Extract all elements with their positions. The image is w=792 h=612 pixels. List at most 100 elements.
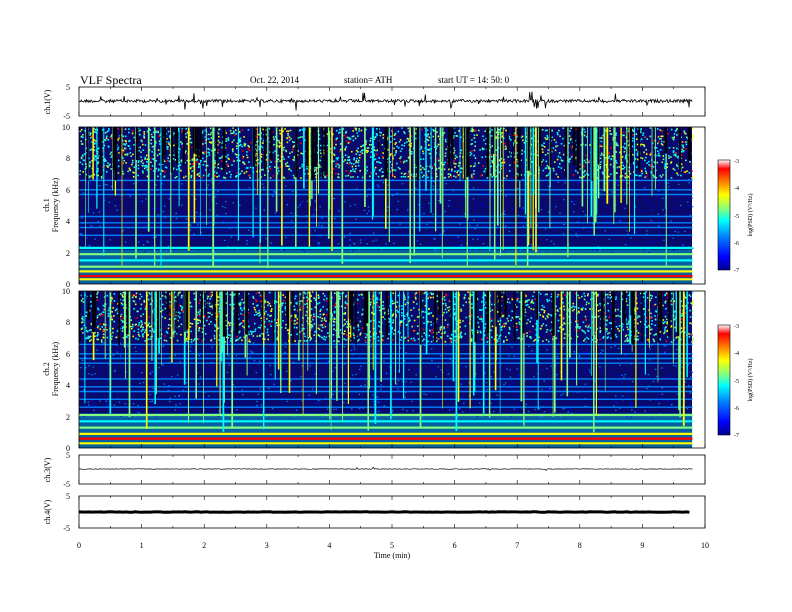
spectrogram-speckle <box>284 346 287 348</box>
spectrogram-cell <box>682 141 685 143</box>
spectrogram-cell <box>122 135 124 138</box>
spectrogram-cell <box>570 147 573 149</box>
spectrogram-cell <box>98 147 100 149</box>
spectrogram-speckle <box>235 405 237 407</box>
spectrogram-speckle <box>350 250 352 252</box>
spectrogram-speckle <box>346 360 348 362</box>
spectrogram-cell <box>423 292 426 295</box>
spectrogram-speckle <box>336 223 338 225</box>
spectrogram-cell <box>407 127 409 130</box>
spectrogram-speckle <box>425 393 428 396</box>
spectrogram-speckle <box>88 245 91 247</box>
spectrogram-cell <box>126 153 128 155</box>
spectrogram-cell <box>80 140 83 143</box>
spectrogram-speckle <box>228 341 230 343</box>
spectrogram-speckle <box>562 408 564 410</box>
spectrogram-speckle <box>615 182 618 184</box>
spectrogram-cell <box>95 140 97 142</box>
spectrogram-speckle <box>391 411 393 413</box>
spectrogram-cell <box>123 159 125 162</box>
spectrogram-cell <box>449 151 452 153</box>
spectrogram-cell <box>375 149 377 152</box>
spectrogram-cell <box>692 134 694 136</box>
spectrogram-speckle <box>495 181 498 183</box>
spectrogram-speckle <box>255 372 258 374</box>
spectrogram-cell <box>262 128 264 131</box>
spectrogram-speckle <box>167 409 169 411</box>
spectrogram-cell <box>80 128 83 131</box>
spectrogram-speckle <box>688 182 690 184</box>
spectrogram-cell <box>627 175 630 178</box>
spectrogram-cell <box>582 321 585 324</box>
spectrogram-cell <box>122 170 124 173</box>
spectrogram-cell <box>250 333 253 335</box>
spectrogram-speckle <box>274 212 277 214</box>
spectrogram-speckle <box>246 240 248 242</box>
spectrogram-speckle <box>373 187 375 189</box>
spectrogram-cell <box>319 159 321 162</box>
spectrogram-speckle <box>301 202 304 204</box>
spectrogram-cell <box>213 171 216 173</box>
spectrogram-speckle <box>270 379 272 381</box>
spectrogram-cell <box>110 135 113 137</box>
spectrogram-cell <box>229 129 232 132</box>
spectrogram-speckle <box>589 413 592 415</box>
spectrogram-cell <box>455 163 457 165</box>
spectrogram-cell <box>382 175 384 177</box>
spectrogram-speckle <box>380 224 383 226</box>
spectrogram-cell <box>90 322 92 325</box>
spectrogram-speckle <box>104 183 107 186</box>
spectrogram-speckle <box>631 217 634 219</box>
spectrogram-speckle <box>308 394 311 396</box>
spectrogram-speckle <box>366 243 368 245</box>
spectrogram-cell <box>94 155 96 157</box>
spectrogram-speckle <box>537 250 540 252</box>
spectrogram-cell <box>670 162 672 164</box>
spectrogram-speckle <box>333 198 336 200</box>
spectrogram-cell <box>482 135 484 137</box>
spectrogram-cell <box>637 128 640 130</box>
spectrogram-cell <box>210 142 213 144</box>
spectrogram-cell <box>265 133 267 136</box>
spectrogram-cell <box>346 136 349 139</box>
spectrogram-speckle <box>577 230 579 233</box>
spectrogram-cell <box>128 145 130 148</box>
spectrogram-cell <box>649 294 652 297</box>
spectrogram-cell <box>453 147 455 150</box>
spectrogram-cell <box>208 295 211 297</box>
spectrogram-cell <box>685 143 688 146</box>
spectrogram-speckle <box>369 375 371 377</box>
spectrogram-cell <box>542 340 544 342</box>
spectrogram-cell <box>210 131 213 134</box>
spectrogram-speckle <box>234 220 236 222</box>
spectrogram-speckle <box>368 188 371 190</box>
spectrogram-cell <box>609 163 612 166</box>
spectrogram-cell <box>474 141 476 143</box>
spectrogram-cell <box>172 167 175 169</box>
spectrogram-cell <box>249 166 252 169</box>
spectrogram-speckle <box>419 243 422 245</box>
spectrogram-speckle <box>155 249 157 251</box>
spectrogram-cell <box>375 133 378 135</box>
spectrogram-cell <box>285 302 287 305</box>
spectrogram-speckle <box>125 371 127 373</box>
spectrogram-cell <box>179 291 181 294</box>
spectrogram-cell <box>569 139 572 141</box>
spectrogram-speckle <box>370 352 372 354</box>
spectrogram-cell <box>370 144 373 146</box>
spectrogram-cell <box>234 134 236 136</box>
spectrogram-cell <box>248 146 250 148</box>
spectrogram-speckle <box>230 224 232 226</box>
spectrogram-speckle <box>169 400 171 403</box>
spectrogram-speckle <box>296 215 299 217</box>
spectrogram-speckle <box>534 408 536 411</box>
spectrogram-speckle <box>317 244 319 247</box>
spectrogram-cell <box>218 128 221 130</box>
spectrogram-cell <box>101 326 103 328</box>
spectrogram-speckle <box>258 360 261 362</box>
spectrogram-speckle <box>475 249 477 251</box>
spectrogram-cell <box>524 311 527 313</box>
spectrogram-speckle <box>582 369 584 371</box>
spectrogram-cell <box>287 138 290 140</box>
spectrogram-cell <box>255 144 257 146</box>
